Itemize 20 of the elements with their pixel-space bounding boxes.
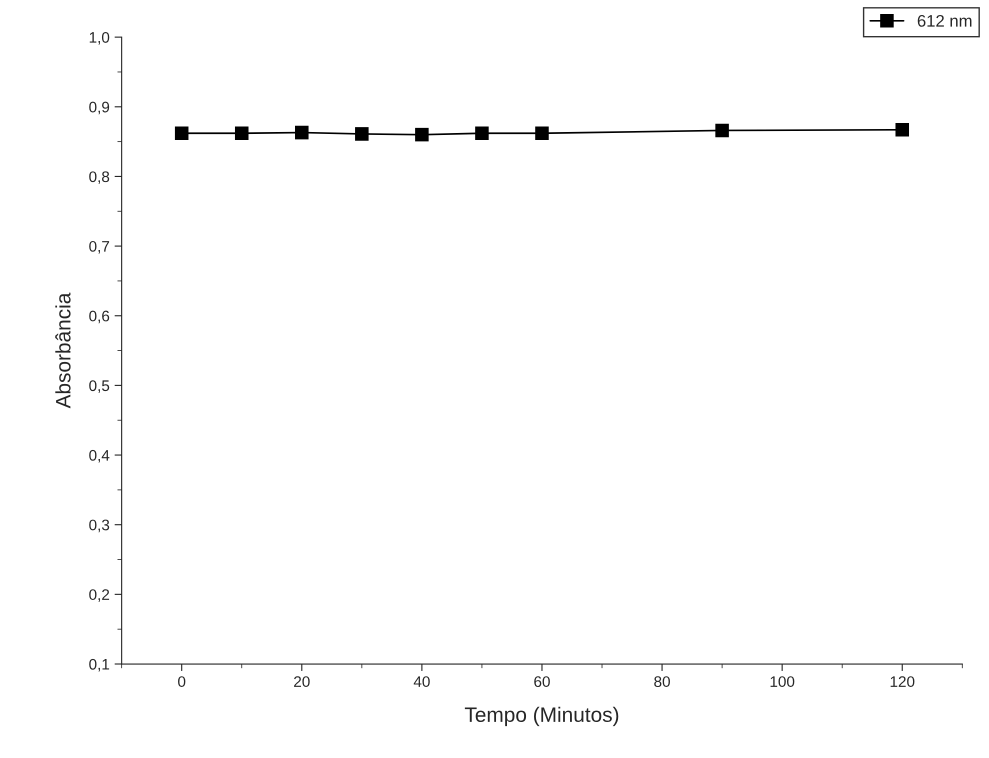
y-tick-label: 0,4 (89, 450, 110, 463)
x-tick-label: 60 (534, 676, 550, 688)
x-tick-label: 120 (890, 676, 914, 688)
y-tick-label: 0,1 (89, 658, 110, 672)
x-tick-label: 0 (178, 676, 186, 688)
y-tick-label: 0,2 (89, 589, 110, 602)
x-tick-label: 40 (414, 676, 430, 688)
y-tick-label: 0,8 (89, 171, 110, 184)
x-tick-label: 100 (770, 676, 794, 688)
y-axis-title: Absorbância (55, 292, 71, 408)
y-tick-label: 1,0 (90, 32, 110, 45)
x-axis-title: Tempo (Minutos) (464, 706, 618, 726)
x-tick-label: 20 (294, 676, 310, 688)
x-tick-label: 80 (654, 676, 670, 688)
y-tick-label: 0,9 (89, 102, 110, 114)
y-tick-label: 0,5 (89, 380, 110, 393)
legend-label: 612 nm (918, 14, 972, 27)
y-tick-label: 0,3 (89, 520, 110, 532)
y-tick-label: 0,6 (89, 310, 110, 324)
y-tick-label: 0,7 (89, 240, 110, 254)
